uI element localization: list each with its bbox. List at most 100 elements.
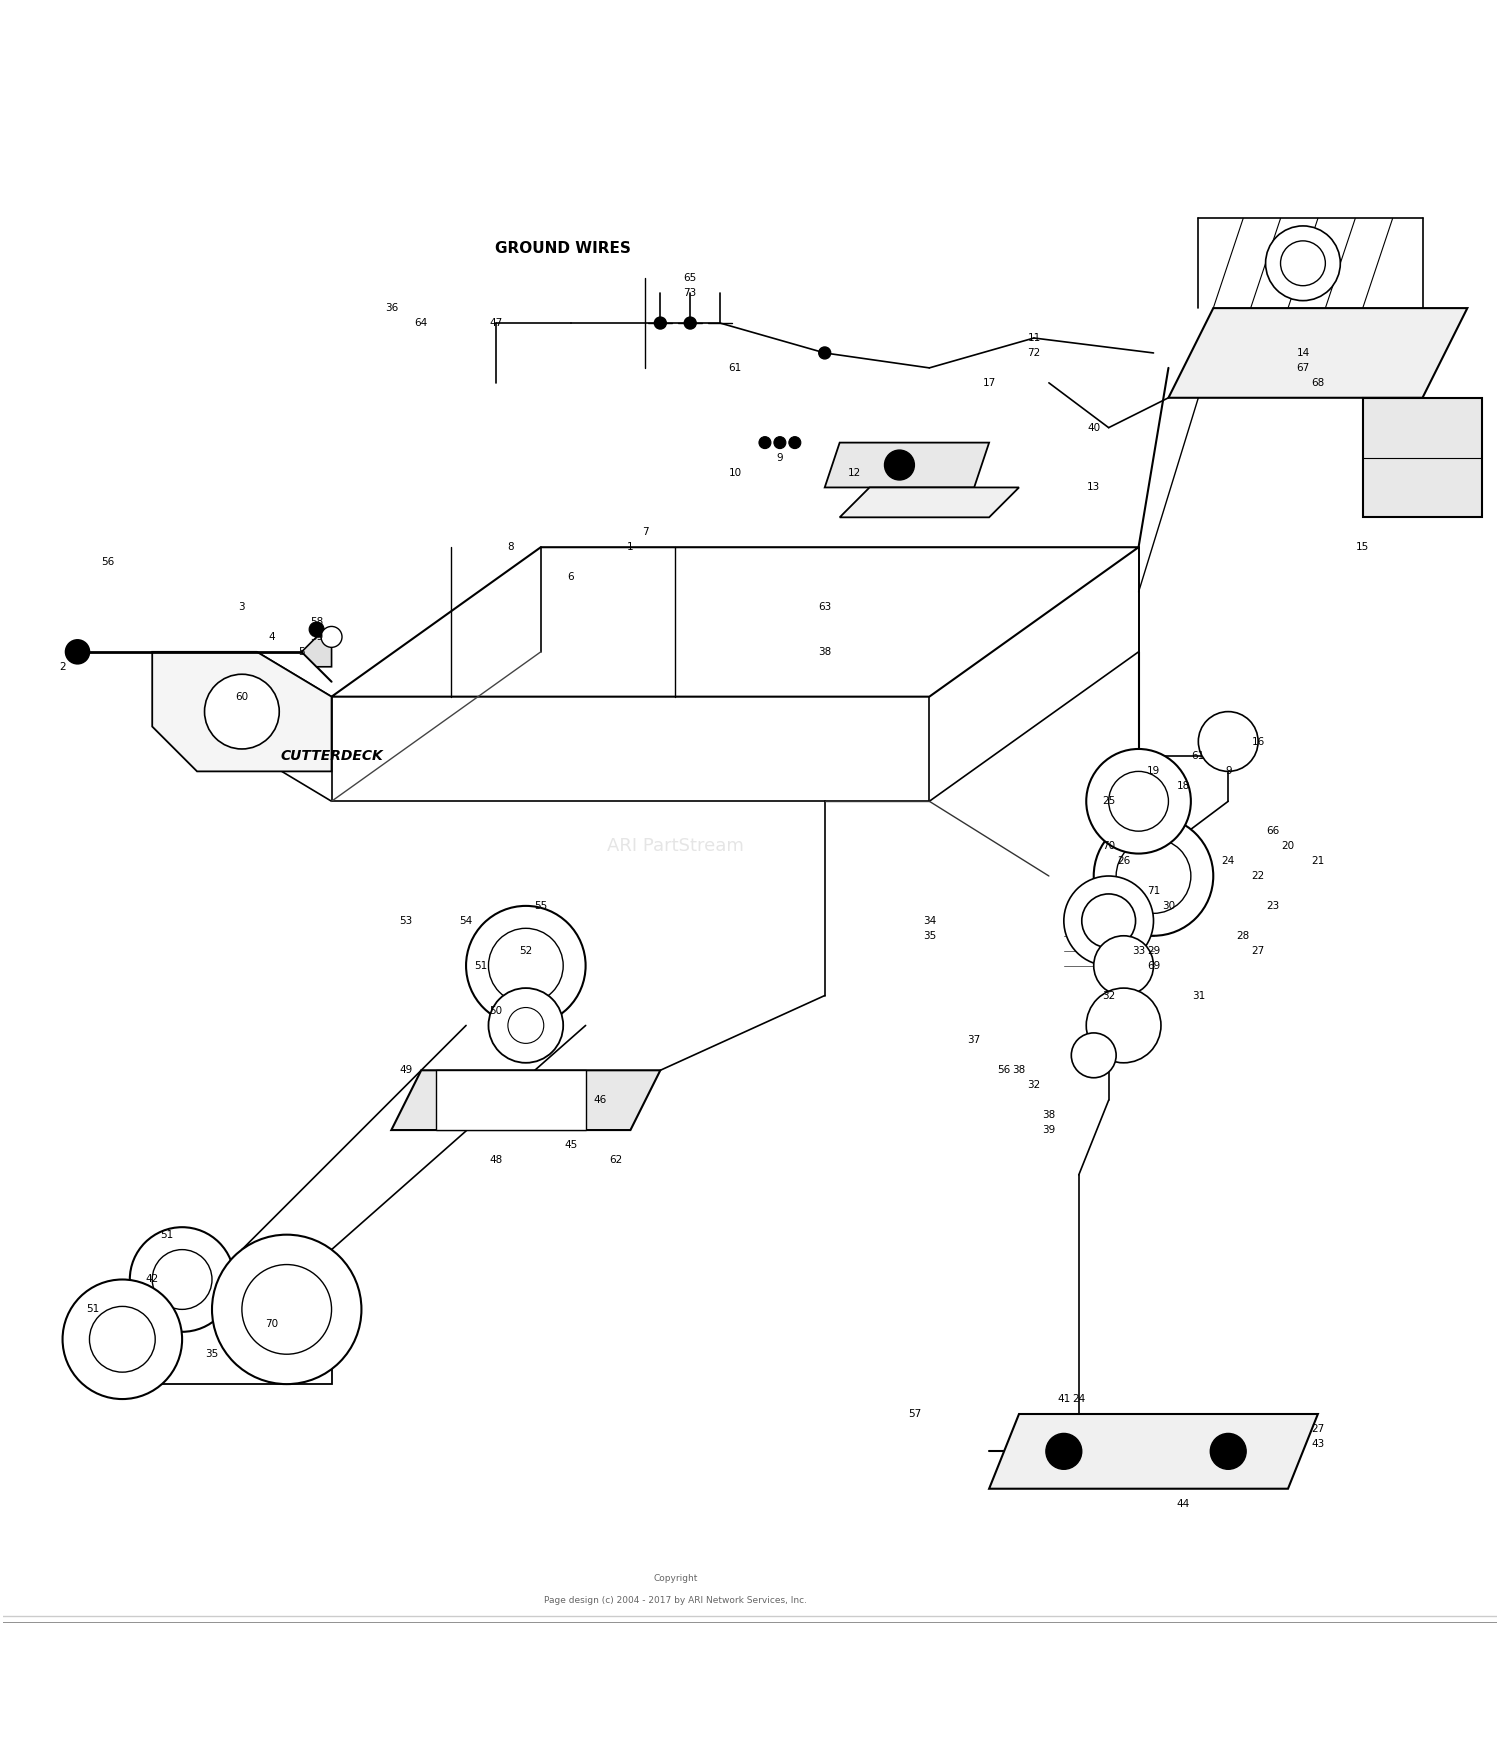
Text: 62: 62 <box>609 1155 622 1165</box>
Text: 49: 49 <box>399 1065 412 1076</box>
Circle shape <box>242 1265 332 1354</box>
Circle shape <box>1198 711 1258 771</box>
Polygon shape <box>152 652 332 771</box>
Text: 34: 34 <box>922 916 936 925</box>
Circle shape <box>1082 894 1136 948</box>
Text: 36: 36 <box>384 303 398 314</box>
Circle shape <box>130 1226 234 1332</box>
Text: 55: 55 <box>534 901 548 911</box>
Text: 30: 30 <box>1162 901 1174 911</box>
Text: 51: 51 <box>86 1305 99 1314</box>
Circle shape <box>204 675 279 748</box>
Text: 40: 40 <box>1088 422 1101 433</box>
Text: 47: 47 <box>489 319 502 328</box>
Text: 25: 25 <box>1102 795 1116 806</box>
Polygon shape <box>1168 308 1467 398</box>
Text: 13: 13 <box>1088 482 1101 492</box>
Circle shape <box>321 627 342 646</box>
Circle shape <box>1108 771 1168 830</box>
Text: 17: 17 <box>982 378 996 387</box>
Polygon shape <box>392 1070 660 1130</box>
Text: 53: 53 <box>399 916 412 925</box>
Text: 24: 24 <box>1221 857 1234 865</box>
Text: 42: 42 <box>146 1274 159 1284</box>
Text: 33: 33 <box>1132 946 1144 957</box>
Circle shape <box>152 1249 211 1309</box>
Circle shape <box>1086 748 1191 853</box>
Text: 21: 21 <box>1311 857 1324 865</box>
Text: 51: 51 <box>160 1230 174 1240</box>
Bar <box>436 1070 585 1130</box>
Text: 38: 38 <box>1042 1111 1056 1120</box>
Text: 43: 43 <box>1311 1438 1324 1449</box>
Text: 51: 51 <box>474 960 488 971</box>
Text: 65: 65 <box>684 273 698 284</box>
Polygon shape <box>1362 398 1482 517</box>
Text: 48: 48 <box>489 1155 502 1165</box>
Text: 60: 60 <box>236 692 249 701</box>
Text: 26: 26 <box>1118 857 1130 865</box>
Circle shape <box>211 1235 362 1384</box>
Text: 1: 1 <box>627 541 634 552</box>
Text: 38: 38 <box>1013 1065 1026 1076</box>
Circle shape <box>885 450 915 480</box>
Text: 16: 16 <box>1251 736 1264 746</box>
Text: 58: 58 <box>310 617 322 627</box>
Text: 64: 64 <box>414 319 428 328</box>
Polygon shape <box>302 638 332 668</box>
Circle shape <box>309 622 324 638</box>
Text: 29: 29 <box>1148 946 1160 957</box>
Text: 41: 41 <box>1058 1395 1071 1403</box>
Text: 32: 32 <box>1028 1081 1041 1090</box>
Text: 8: 8 <box>507 541 515 552</box>
Text: 9: 9 <box>777 452 783 463</box>
Text: 12: 12 <box>847 468 861 478</box>
Text: 28: 28 <box>1236 930 1250 941</box>
Circle shape <box>684 317 696 329</box>
Circle shape <box>789 436 801 449</box>
Text: 38: 38 <box>818 646 831 657</box>
Circle shape <box>1266 226 1341 301</box>
Circle shape <box>66 639 90 664</box>
Text: 45: 45 <box>564 1141 578 1149</box>
Circle shape <box>466 906 585 1025</box>
Text: 71: 71 <box>1148 887 1160 895</box>
Text: 44: 44 <box>1178 1498 1190 1508</box>
Text: 27: 27 <box>1311 1424 1324 1433</box>
Text: Copyright: Copyright <box>652 1573 698 1582</box>
Text: 69: 69 <box>1148 960 1160 971</box>
Text: 56: 56 <box>998 1065 1011 1076</box>
Text: 14: 14 <box>1296 349 1310 357</box>
Circle shape <box>489 929 562 1004</box>
Text: 59: 59 <box>310 632 322 641</box>
Text: 50: 50 <box>489 1006 502 1016</box>
Text: 68: 68 <box>1311 378 1324 387</box>
Text: 5: 5 <box>298 646 304 657</box>
Circle shape <box>509 1007 544 1044</box>
Text: 22: 22 <box>1251 871 1264 881</box>
Text: GROUND WIRES: GROUND WIRES <box>495 240 632 256</box>
Text: 35: 35 <box>922 930 936 941</box>
Circle shape <box>759 436 771 449</box>
Text: 11: 11 <box>1028 333 1041 343</box>
Text: 46: 46 <box>594 1095 608 1106</box>
Text: 70: 70 <box>266 1319 279 1330</box>
Text: 31: 31 <box>1191 990 1204 1000</box>
Text: 67: 67 <box>1296 363 1310 373</box>
Circle shape <box>1064 876 1154 965</box>
Text: CUTTERDECK: CUTTERDECK <box>280 750 382 764</box>
Circle shape <box>1094 816 1214 936</box>
Text: 57: 57 <box>908 1409 921 1419</box>
Text: 15: 15 <box>1356 541 1370 552</box>
Text: 27: 27 <box>1251 946 1264 957</box>
Text: 37: 37 <box>968 1035 981 1046</box>
Text: 6: 6 <box>567 573 574 582</box>
Text: 56: 56 <box>100 557 114 568</box>
Text: 66: 66 <box>1266 827 1280 836</box>
Polygon shape <box>825 443 989 487</box>
Text: 61: 61 <box>729 363 741 373</box>
Text: 2: 2 <box>58 662 66 671</box>
Text: 70: 70 <box>1102 841 1114 851</box>
Text: 35: 35 <box>206 1349 219 1360</box>
Text: 10: 10 <box>729 468 741 478</box>
